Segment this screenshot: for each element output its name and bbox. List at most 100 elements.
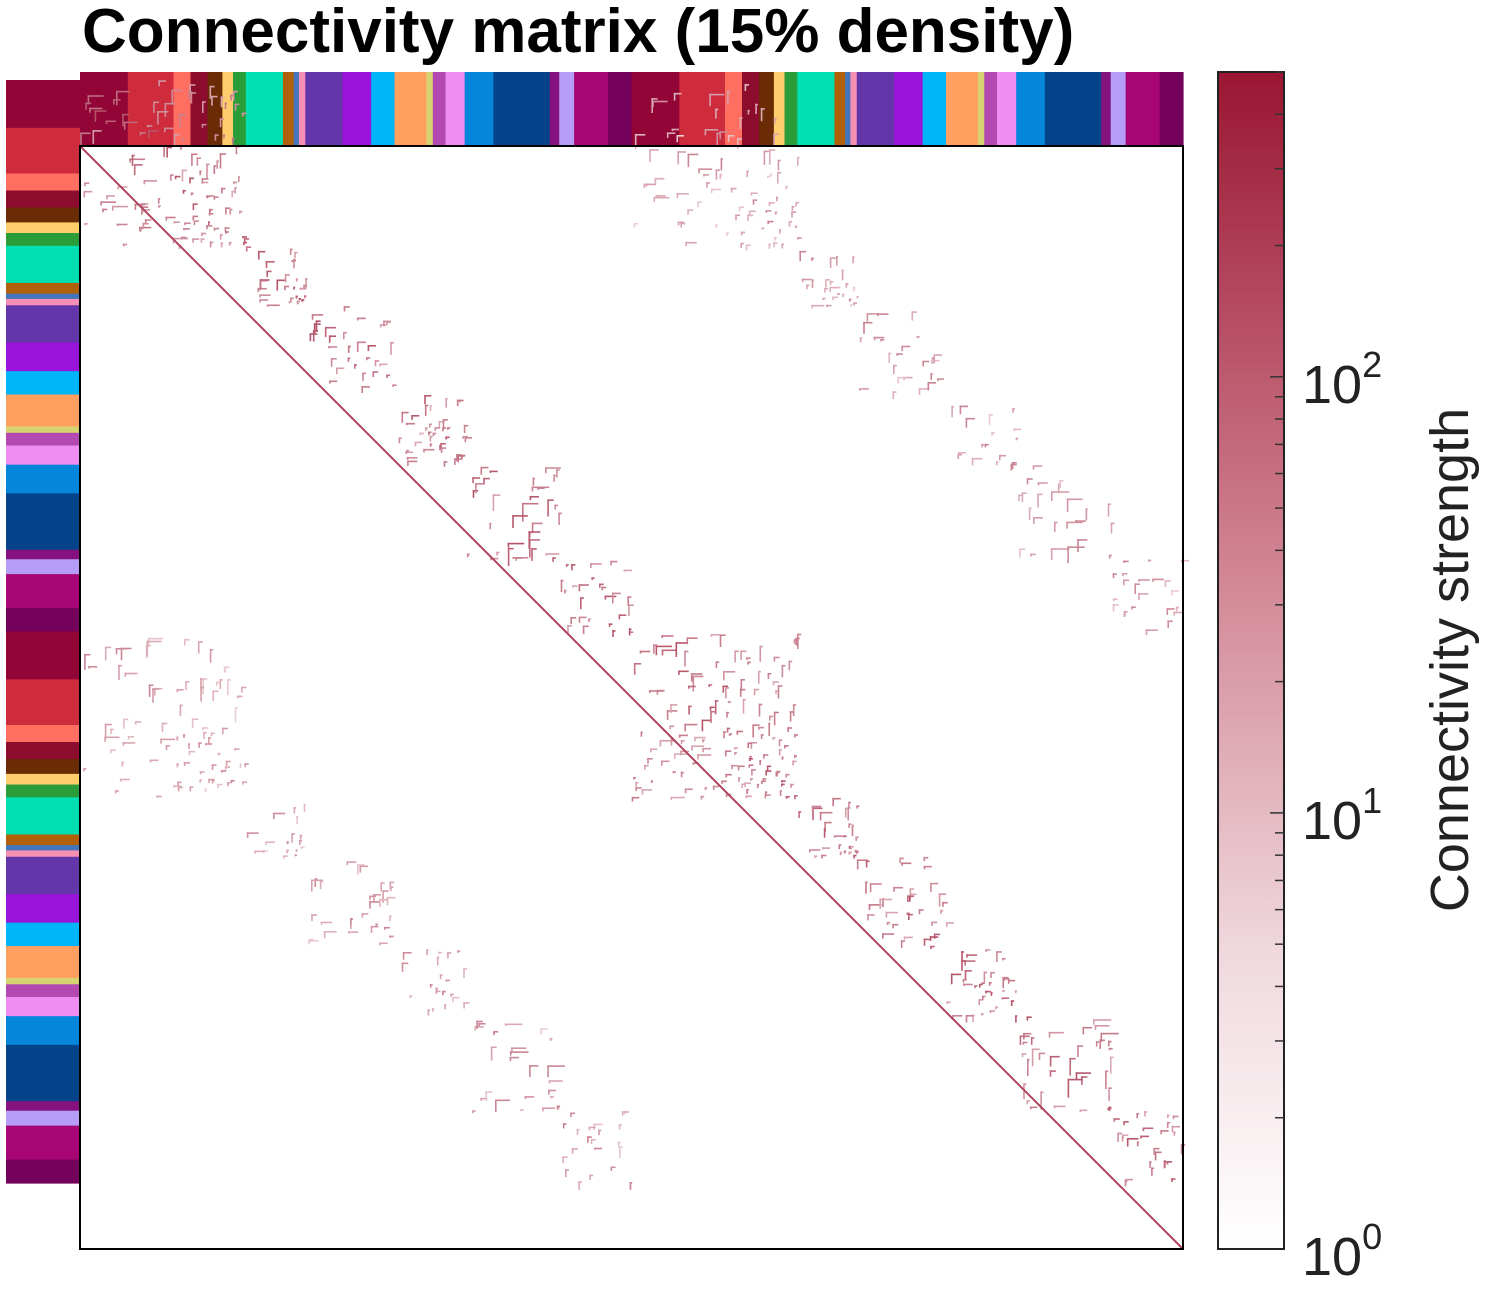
heatmap-cell: [594, 1147, 603, 1150]
heatmap-cell: [548, 1089, 550, 1095]
heatmap-cell: [1077, 539, 1079, 552]
heatmap-cell: [390, 886, 392, 891]
heatmap-cell: [612, 592, 621, 595]
heatmap-cell: [219, 679, 223, 681]
heatmap-cell: [134, 203, 146, 206]
heatmap-cell: [777, 171, 782, 174]
heatmap-cell: [981, 444, 983, 448]
heatmap-cell: [756, 783, 759, 789]
heatmap-cell: [1142, 1127, 1154, 1130]
module-band-left: [6, 759, 80, 775]
module-color-bar-left: [6, 80, 80, 1184]
heatmap-cell: [532, 477, 535, 480]
heatmap-cell: [564, 589, 567, 592]
heatmap-cell: [599, 583, 604, 586]
heatmap-cell: [787, 727, 793, 729]
heatmap-cell: [677, 221, 680, 226]
heatmap-cell: [1123, 1121, 1125, 1126]
heatmap-cell: [763, 150, 770, 153]
heatmap-cell: [205, 743, 213, 745]
heatmap-cell: [299, 840, 301, 845]
heatmap-cell: [1148, 559, 1152, 562]
heatmap-cell: [988, 414, 991, 425]
heatmap-cell: [634, 134, 646, 136]
heatmap-cell: [323, 931, 337, 933]
heatmap-cell: [1152, 578, 1164, 581]
heatmap-cell: [978, 999, 980, 1006]
module-band-left: [6, 173, 80, 192]
heatmap-cell: [476, 1020, 478, 1029]
heatmap-cell: [959, 405, 969, 408]
heatmap-cell: [752, 199, 755, 205]
heatmap-cell: [1010, 1000, 1015, 1002]
heatmap-cell: [772, 681, 779, 683]
heatmap-cell: [951, 405, 955, 408]
heatmap-cell: [179, 704, 182, 716]
heatmap-cell: [356, 317, 366, 320]
heatmap-cell: [443, 461, 448, 463]
heatmap-cell: [759, 760, 761, 765]
heatmap-cell: [763, 150, 766, 165]
heatmap-cell: [726, 711, 728, 718]
heatmap-cell: [848, 801, 850, 808]
heatmap-cell: [553, 474, 555, 482]
heatmap-cell: [545, 467, 547, 474]
heatmap-cell: [845, 283, 849, 285]
heatmap-cell: [1167, 1114, 1169, 1118]
heatmap-cell: [930, 945, 932, 949]
heatmap-cell: [799, 250, 801, 262]
heatmap-cell: [853, 286, 856, 289]
heatmap-cell: [823, 828, 826, 830]
heatmap-cell: [1121, 1136, 1125, 1139]
heatmap-cell: [211, 764, 214, 770]
heatmap-cell: [940, 909, 944, 912]
heatmap-cell: [911, 311, 914, 321]
heatmap-cell: [309, 333, 312, 342]
heatmap-cell: [677, 221, 684, 224]
module-band-left: [6, 493, 80, 551]
heatmap-cell: [405, 422, 415, 425]
heatmap-cell: [179, 113, 181, 128]
heatmap-cell: [747, 214, 754, 217]
heatmap-cell: [432, 432, 435, 437]
heatmap-cell: [328, 335, 331, 343]
heatmap-cell: [489, 522, 491, 530]
heatmap-cell: [1018, 494, 1020, 502]
heatmap-cell: [685, 241, 697, 244]
heatmap-cell: [721, 780, 723, 784]
heatmap-cell: [144, 219, 152, 221]
heatmap-cell: [633, 777, 636, 779]
heatmap-cell: [361, 913, 369, 915]
heatmap-cell: [744, 782, 746, 788]
heatmap-cell: [104, 736, 106, 742]
heatmap-cell: [202, 101, 204, 113]
heatmap-cell: [386, 374, 391, 377]
heatmap-cell: [684, 723, 698, 726]
heatmap-cell: [192, 215, 195, 221]
heatmap-cell: [389, 881, 392, 890]
heatmap-cell: [127, 736, 135, 738]
heatmap-cell: [142, 222, 145, 227]
heatmap-cell: [906, 912, 910, 915]
heatmap-cell: [666, 132, 676, 134]
heatmap-cell: [1175, 606, 1179, 609]
heatmap-cell: [1173, 1131, 1176, 1136]
module-band-top: [679, 72, 726, 146]
heatmap-cell: [436, 956, 440, 959]
heatmap-cell: [715, 169, 718, 180]
heatmap-cell: [643, 183, 646, 189]
heatmap-cell: [440, 443, 442, 449]
module-band-top: [797, 72, 836, 146]
heatmap-cell: [628, 628, 632, 630]
heatmap-cell: [761, 780, 767, 783]
heatmap-cell: [739, 117, 743, 119]
heatmap-cell: [548, 1080, 563, 1082]
heatmap-cell: [719, 131, 728, 133]
heatmap-cell: [1123, 612, 1126, 615]
heatmap-cell: [425, 427, 427, 431]
heatmap-cell: [1031, 1048, 1040, 1051]
heatmap-cell: [774, 211, 778, 214]
heatmap-cell: [758, 670, 760, 684]
heatmap-cell: [1077, 1045, 1079, 1057]
heatmap-cell: [931, 921, 938, 924]
